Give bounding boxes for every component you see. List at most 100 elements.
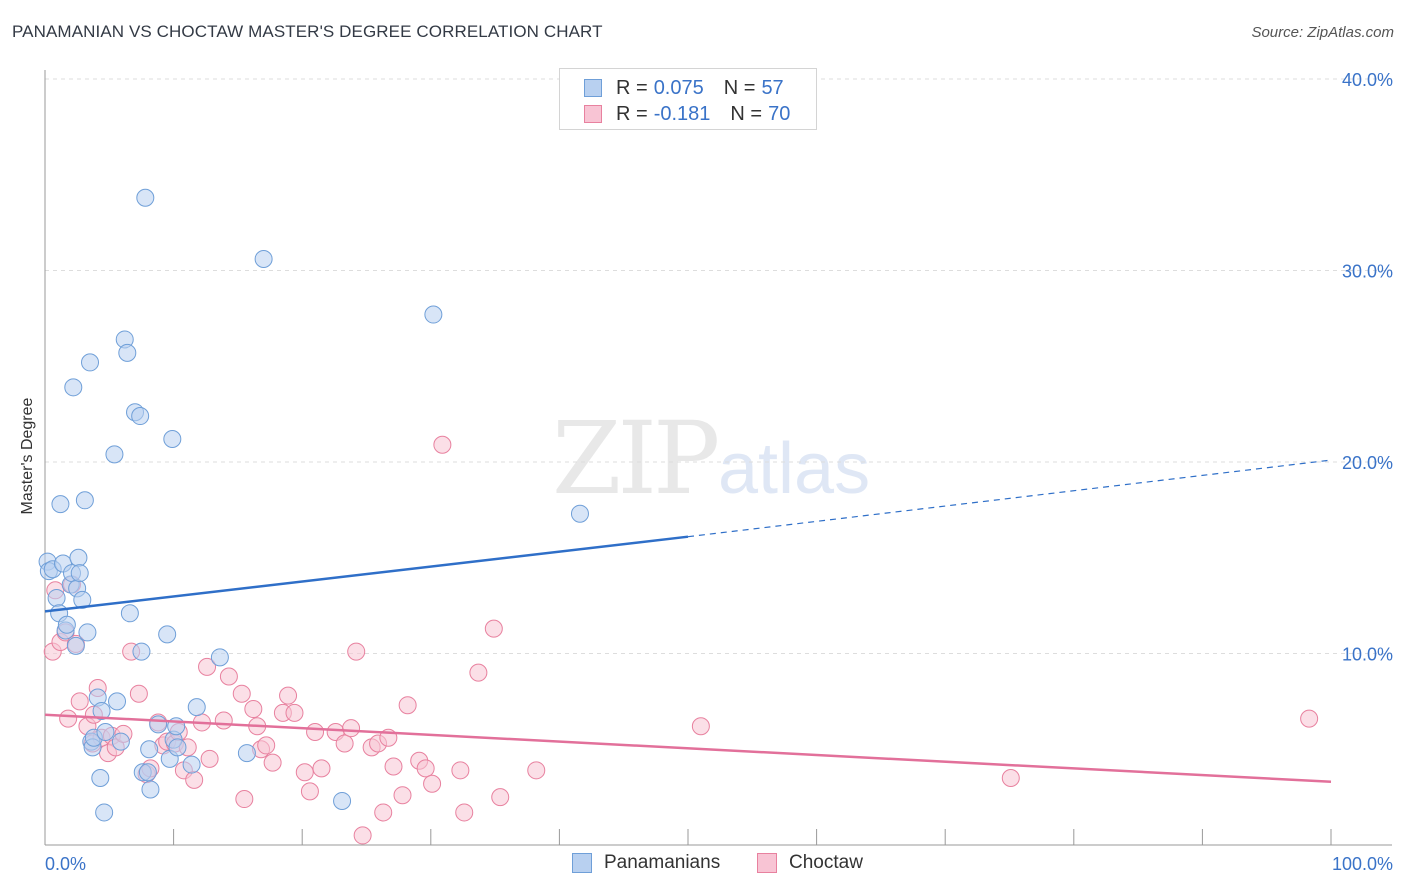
- n-value: 57: [761, 76, 784, 99]
- panamanian-point: [81, 353, 100, 372]
- choctaw-point: [423, 774, 442, 793]
- panamanian-point: [237, 744, 256, 763]
- panamanian-point: [141, 780, 160, 799]
- pink-swatch: [584, 105, 602, 123]
- n-label: N =: [723, 76, 756, 99]
- panamanian-point: [140, 740, 159, 759]
- y-tick-label: 10.0%: [1342, 645, 1393, 665]
- blue-swatch: [584, 79, 602, 97]
- panamanian-point: [69, 548, 88, 567]
- panamanian-point: [210, 648, 229, 667]
- n-value: 70: [768, 102, 791, 125]
- choctaw-point: [312, 759, 331, 778]
- r-value: -0.181: [653, 102, 711, 125]
- x-tick-label: 0.0%: [45, 854, 86, 874]
- panamanian-point: [95, 803, 114, 822]
- choctaw-point: [353, 826, 372, 845]
- panamanian-point: [333, 791, 352, 810]
- choctaw-point: [433, 435, 452, 454]
- choctaw-point: [198, 657, 217, 676]
- panamanian-point: [120, 604, 139, 623]
- choctaw-point: [393, 786, 412, 805]
- panamanian-point: [111, 732, 130, 751]
- choctaw-point: [469, 663, 488, 682]
- panamanian-point: [105, 445, 124, 464]
- choctaw-point: [1001, 768, 1020, 787]
- choctaw-point: [285, 703, 304, 722]
- legend-label-choctaw: Choctaw: [789, 852, 863, 873]
- choctaw-point: [244, 700, 263, 719]
- watermark-atlas: atlas: [718, 429, 871, 509]
- panamanian-point: [66, 636, 85, 655]
- choctaw-point: [295, 763, 314, 782]
- choctaw-point: [232, 684, 251, 703]
- y-tick-label: 30.0%: [1342, 262, 1393, 282]
- choctaw-point: [263, 753, 282, 772]
- panamanian-point: [73, 590, 92, 609]
- r-label: R =: [616, 76, 648, 99]
- panamanian-point: [136, 188, 155, 207]
- panamanian-point: [118, 343, 137, 362]
- panamanian-point: [108, 692, 127, 711]
- panamanian-point: [168, 738, 187, 757]
- panamanian-point: [138, 763, 157, 782]
- choctaw-point: [279, 686, 298, 705]
- choctaw-point: [306, 723, 325, 742]
- y-tick-label: 20.0%: [1342, 453, 1393, 473]
- choctaw-point: [342, 719, 361, 738]
- panamanian-point: [131, 407, 150, 426]
- legend-row-choctaw: R = -0.181 N = 70: [584, 102, 790, 126]
- legend-label-panamanians: Panamanians: [604, 852, 721, 873]
- panamanian-point: [78, 623, 97, 642]
- choctaw-point: [491, 788, 510, 807]
- panamanian-point: [187, 698, 206, 717]
- panamanian-point: [424, 305, 443, 324]
- blue-swatch: [572, 853, 592, 873]
- y-tick-label: 40.0%: [1342, 70, 1393, 90]
- choctaw-trend-line: [44, 713, 1332, 784]
- choctaw-point: [219, 667, 238, 686]
- choctaw-point: [527, 761, 546, 780]
- panamanian-trend-extension: [687, 459, 1332, 538]
- choctaw-point: [347, 642, 366, 661]
- panamanian-point: [47, 588, 66, 607]
- panamanian-point: [92, 701, 111, 720]
- choctaw-point: [335, 734, 354, 753]
- panamanian-point: [70, 564, 89, 583]
- choctaw-point: [416, 759, 435, 778]
- panamanian-point: [57, 615, 76, 634]
- r-label: R =: [616, 102, 648, 125]
- source-label: Source: ZipAtlas.com: [1251, 24, 1394, 41]
- panamanian-point: [570, 504, 589, 523]
- choctaw-point: [185, 770, 204, 789]
- choctaw-point: [59, 709, 78, 728]
- series-legend: Panamanians Choctaw: [0, 852, 1406, 876]
- choctaw-point: [1300, 709, 1319, 728]
- panamanian-point: [158, 625, 177, 644]
- legend-item-choctaw: Choctaw: [757, 852, 863, 874]
- choctaw-point: [451, 761, 470, 780]
- chart-title: PANAMANIAN VS CHOCTAW MASTER'S DEGREE CO…: [12, 22, 603, 41]
- panamanian-point: [163, 430, 182, 449]
- panamanian-point: [75, 491, 94, 510]
- choctaw-point: [129, 684, 148, 703]
- choctaw-point: [384, 757, 403, 776]
- panamanian-point: [254, 250, 273, 269]
- pink-swatch: [757, 853, 777, 873]
- choctaw-point: [70, 692, 89, 711]
- panamanian-point: [51, 495, 70, 514]
- watermark-zip: ZIP: [552, 400, 720, 517]
- r-value: 0.075: [653, 76, 704, 99]
- stats-legend: R = 0.075 N = 57 R = -0.181 N = 70: [559, 68, 817, 130]
- x-tick-label: 100.0%: [1332, 854, 1393, 874]
- choctaw-point: [374, 803, 393, 822]
- choctaw-point: [214, 711, 233, 730]
- choctaw-point: [691, 717, 710, 736]
- choctaw-point: [398, 696, 417, 715]
- choctaw-point: [455, 803, 474, 822]
- panamanian-point: [182, 755, 201, 774]
- n-label: N =: [730, 102, 763, 125]
- panamanian-point: [96, 723, 115, 742]
- choctaw-point: [300, 782, 319, 801]
